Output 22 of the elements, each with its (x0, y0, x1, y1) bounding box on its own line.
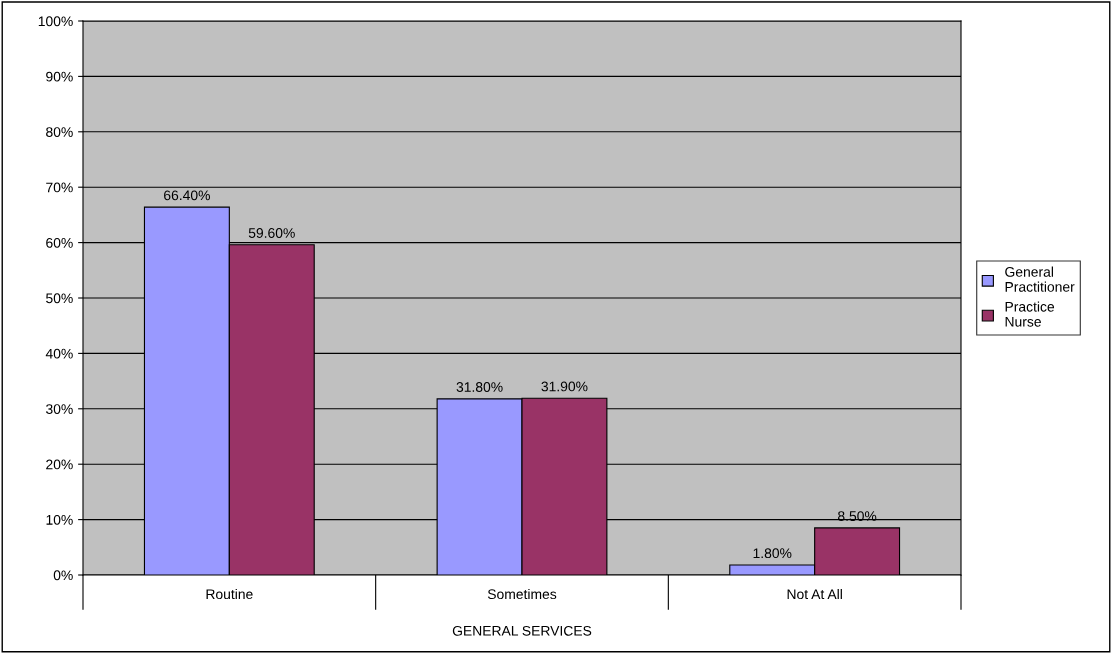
x-tick-label: Routine (206, 588, 253, 600)
y-tick-label: 70% (46, 182, 73, 193)
data-label: 31.80% (456, 382, 503, 392)
data-label: 31.90% (541, 381, 588, 392)
legend-label: General Practitioner (1005, 266, 1075, 292)
y-tick-label: 0% (53, 570, 73, 581)
y-tick-label: 20% (46, 459, 73, 470)
data-label: 59.60% (248, 228, 295, 238)
y-tick-label: 30% (46, 404, 73, 414)
x-tick-label: Sometimes (487, 588, 557, 600)
y-tick-label: 50% (46, 293, 73, 304)
y-tick-label: 40% (45, 348, 73, 359)
y-tick-label: 100% (38, 16, 73, 27)
x-axis-title: GENERAL SERVICES (452, 625, 592, 636)
y-tick-label: 90% (46, 71, 73, 82)
data-label: 66.40% (164, 190, 210, 201)
y-tick-label: 80% (46, 127, 73, 137)
data-label: 1.80% (753, 548, 792, 559)
legend-label: Practice Nurse (1005, 301, 1055, 327)
y-tick-label: 60% (46, 237, 73, 248)
x-tick-label: Not At All (787, 588, 842, 600)
y-tick-label: 10% (46, 514, 73, 525)
